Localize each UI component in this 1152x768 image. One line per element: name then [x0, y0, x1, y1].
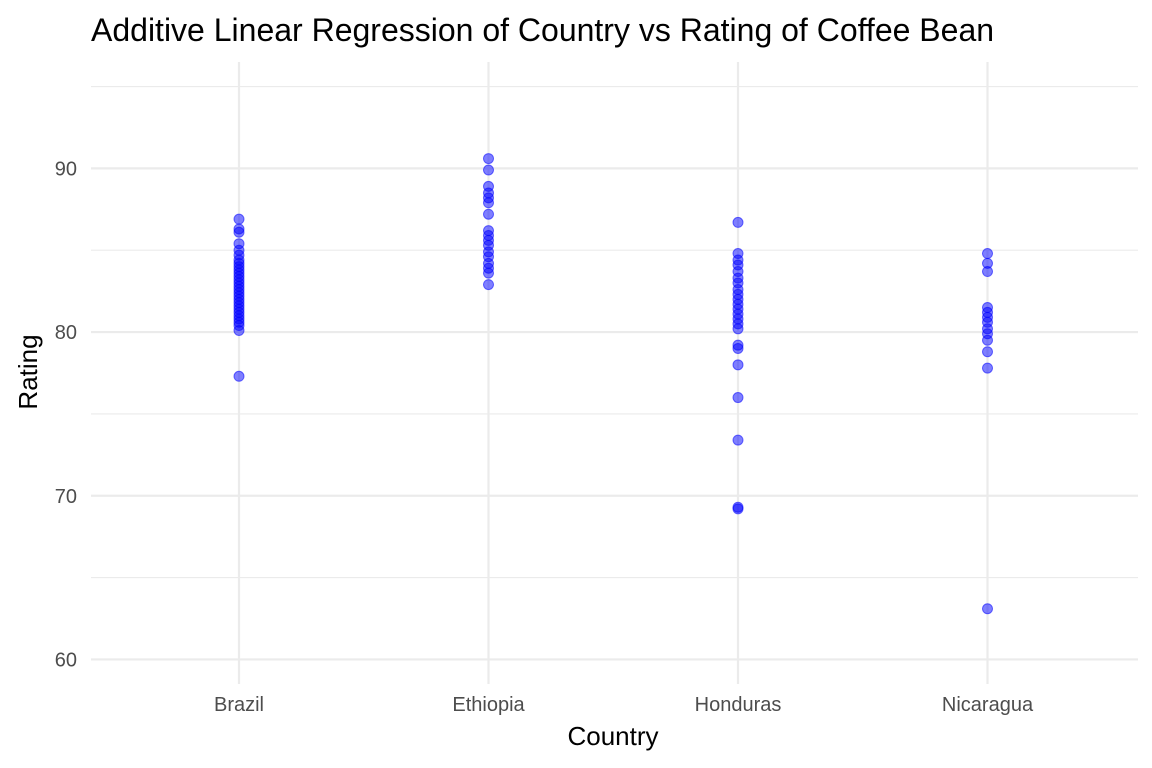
x-tick-label: Brazil: [214, 694, 264, 716]
data-point: [483, 164, 494, 176]
data-point: [982, 302, 993, 314]
data-point: [982, 346, 993, 358]
y-axis-title: Rating: [13, 334, 43, 409]
grid: [91, 62, 1138, 684]
y-tick-label: 80: [55, 322, 77, 344]
data-point: [732, 392, 744, 404]
data-point: [233, 370, 245, 382]
data-point: [982, 362, 993, 374]
data-point: [732, 359, 744, 371]
data-point: [233, 223, 245, 235]
data-point: [732, 216, 744, 228]
x-axis-title: Country: [567, 721, 658, 751]
data-point: [982, 248, 993, 260]
data-point: [483, 208, 494, 220]
y-tick-labels: 60 70 80 90: [55, 158, 77, 671]
x-tick-label: Ethiopia: [452, 694, 525, 716]
data-point: [233, 238, 245, 250]
data-point: [732, 501, 744, 513]
data-point: [233, 213, 245, 225]
data-point: [483, 225, 494, 237]
y-tick-label: 60: [55, 649, 77, 671]
data-point: [483, 153, 494, 165]
data-point: [732, 248, 744, 260]
y-tick-label: 70: [55, 486, 77, 508]
data-point: [982, 603, 993, 615]
data-point: [483, 180, 494, 192]
y-tick-label: 90: [55, 158, 77, 180]
data-point: [483, 279, 494, 291]
data-point: [732, 339, 744, 351]
x-tick-labels: Brazil Ethiopia Honduras Nicaragua: [214, 694, 1034, 716]
data-point: [732, 434, 744, 446]
data-points: [233, 153, 993, 615]
chart-title: Additive Linear Regression of Country vs…: [91, 12, 994, 48]
data-point: [982, 257, 993, 269]
x-tick-label: Nicaragua: [942, 694, 1034, 716]
x-tick-label: Honduras: [695, 694, 782, 716]
